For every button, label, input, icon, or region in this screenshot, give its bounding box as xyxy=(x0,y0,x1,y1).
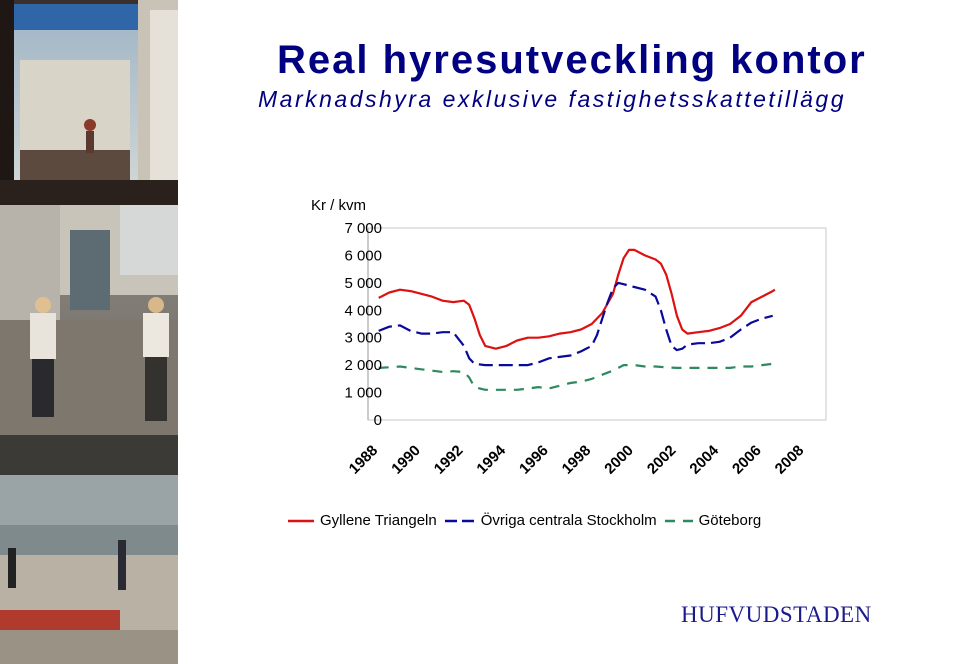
y-tick-label: 2 000 xyxy=(344,357,382,374)
x-tick-label: 1988 xyxy=(346,442,382,478)
chart-axes xyxy=(367,227,827,421)
series-line-0 xyxy=(378,248,776,350)
y-tick-label: 7 000 xyxy=(344,220,382,237)
y-tick-label: 5 000 xyxy=(344,275,382,292)
x-tick-label: 2000 xyxy=(601,442,637,478)
photo-window-view xyxy=(0,0,178,205)
x-tick-label: 1998 xyxy=(559,442,595,478)
legend-label-gyllene-triangeln: Gyllene Triangeln xyxy=(320,512,437,529)
x-tick-label: 2008 xyxy=(772,442,808,478)
x-tick-label: 1994 xyxy=(473,442,509,478)
series-line-2 xyxy=(378,362,773,391)
line-chart: Kr / kvm 0 1 000 2 000 3 000 4 000 5 000 6 000 7… xyxy=(311,197,827,478)
y-tick-label: 1 000 xyxy=(344,385,382,402)
legend-label-goteborg: Göteborg xyxy=(698,512,762,529)
y-tick-label: 0 xyxy=(374,412,382,429)
x-tick-label: 2004 xyxy=(686,442,722,478)
chart-tick-labels: Kr / kvm 0 1 000 2 000 3 000 4 000 5 000 6 000 7… xyxy=(311,197,807,478)
photo-street-pedestrians xyxy=(0,205,178,435)
legend-item-gyllene-triangeln: Gyllene Triangeln xyxy=(288,512,437,529)
y-tick-label: 3 000 xyxy=(344,330,382,347)
x-tick-label: 2006 xyxy=(729,442,765,478)
x-tick-label: 1990 xyxy=(388,442,424,478)
photo-shopping-street xyxy=(0,435,178,664)
chart-series xyxy=(378,248,776,391)
legend-item-goteborg: Göteborg xyxy=(664,512,762,529)
plot-area-frame xyxy=(367,227,827,421)
y-axis-label: Kr / kvm xyxy=(311,197,366,214)
legend-swatch-ovriga-centrala-stockholm xyxy=(444,519,475,522)
series-line-1 xyxy=(378,281,773,367)
x-tick-label: 1996 xyxy=(516,442,552,478)
legend-label-ovriga-centrala-stockholm: Övriga centrala Stockholm xyxy=(480,512,657,529)
chart-title: Real hyresutveckling kontor xyxy=(277,38,867,82)
x-tick-label: 1992 xyxy=(431,442,467,478)
x-tick-label: 2002 xyxy=(644,442,680,478)
street-photo-collage xyxy=(0,0,178,664)
legend-swatch-goteborg xyxy=(664,519,693,522)
chart-subtitle: Marknadshyra exklusive fastighetsskattet… xyxy=(258,86,847,112)
y-tick-label: 4 000 xyxy=(344,302,382,319)
y-tick-label: 6 000 xyxy=(344,247,382,264)
legend-swatch-gyllene-triangeln xyxy=(288,519,314,522)
hufvudstaden-logo: HUFVUDSTADEN xyxy=(681,602,872,627)
legend-item-ovriga-centrala-stockholm: Övriga centrala Stockholm xyxy=(444,512,657,529)
chart-legend: Gyllene Triangeln Övriga centrala Stockh… xyxy=(288,512,769,529)
